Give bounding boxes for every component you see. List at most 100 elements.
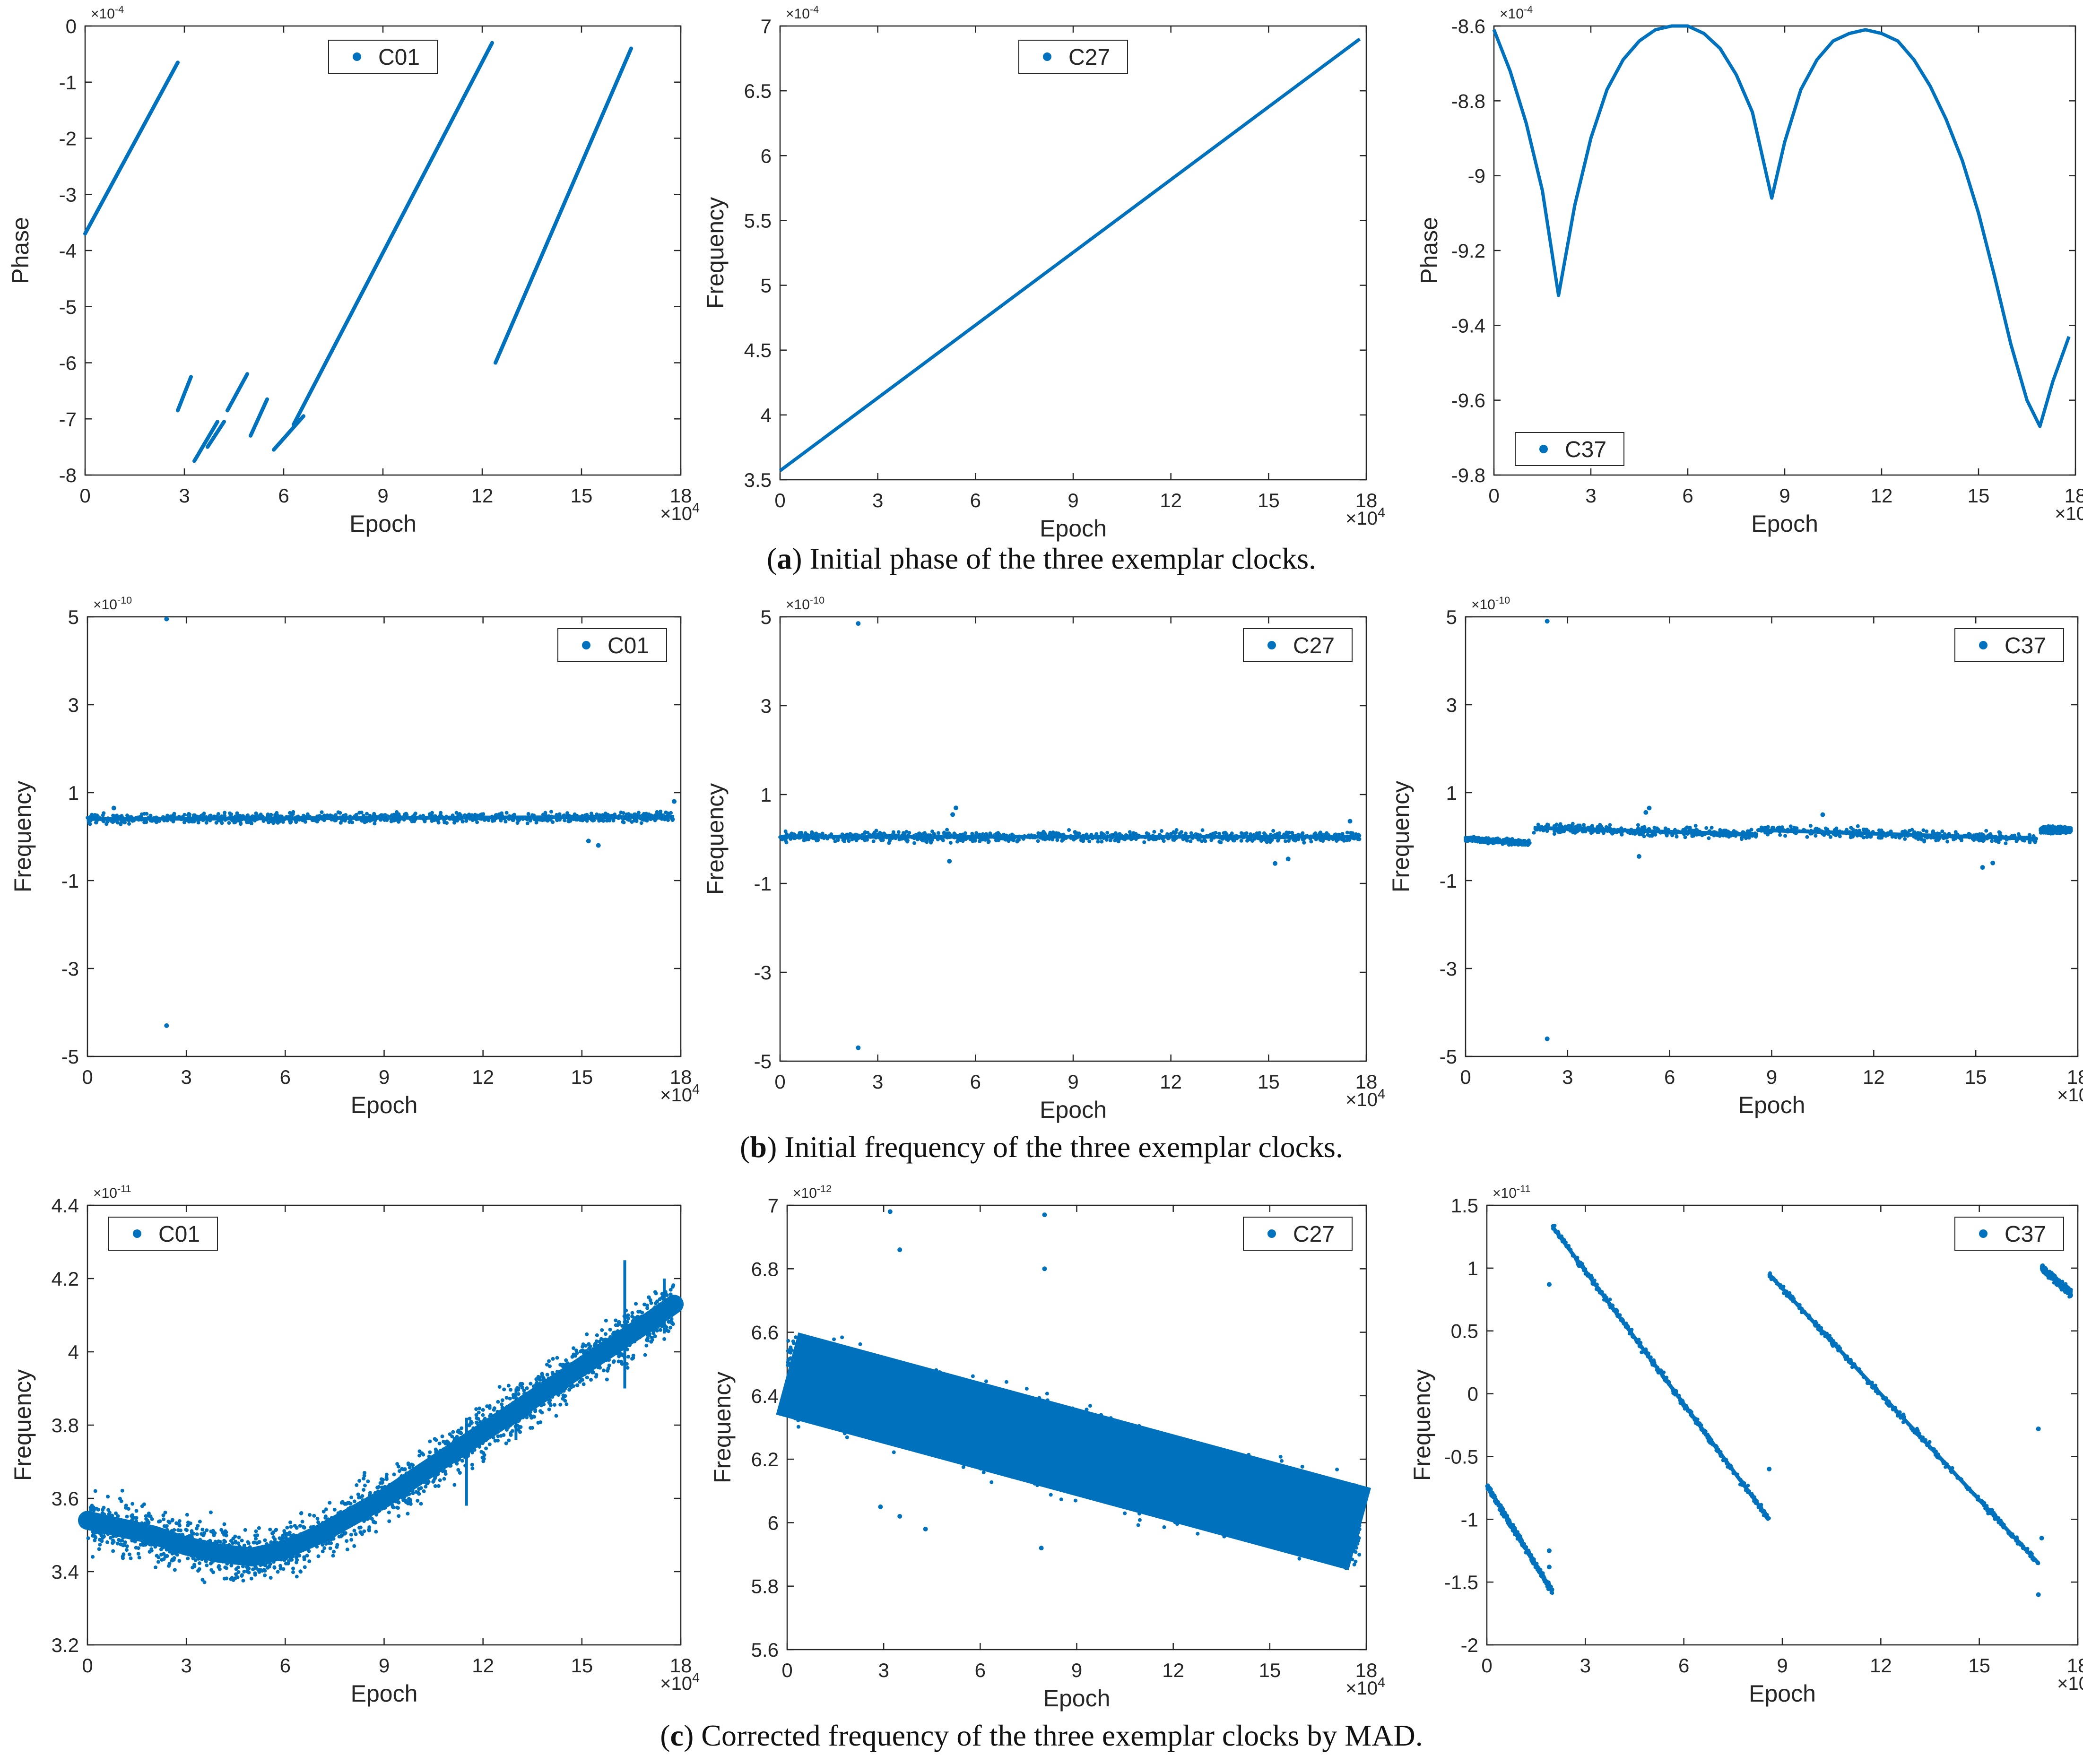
y-tick-label: 0	[66, 15, 77, 37]
data-point	[417, 1453, 422, 1458]
data-point	[97, 1538, 102, 1542]
data-point	[377, 1485, 381, 1489]
data-point	[190, 1531, 194, 1535]
data-point	[205, 1563, 209, 1567]
outlier-point	[1990, 860, 1996, 865]
series-points	[86, 616, 677, 1028]
y-tick-label: 5	[761, 275, 772, 297]
data-point	[1152, 830, 1156, 834]
legend: C27	[1243, 628, 1353, 662]
data-point	[232, 821, 236, 825]
legend-label: C01	[378, 45, 420, 70]
x-tick-label: 3	[181, 1654, 191, 1677]
data-point	[362, 1471, 366, 1475]
data-point	[136, 1546, 140, 1550]
y-tick-label: 5	[68, 606, 79, 628]
data-point	[237, 1535, 241, 1539]
data-point	[437, 1441, 442, 1445]
data-point	[276, 821, 280, 825]
data-point	[92, 1508, 96, 1513]
x-tick-label: 6	[280, 1654, 291, 1677]
data-point	[300, 1520, 304, 1524]
outlier-point	[164, 1023, 169, 1028]
data-point	[460, 820, 465, 824]
data-point	[328, 1501, 332, 1505]
data-point	[373, 1521, 377, 1525]
data-point	[1571, 821, 1575, 826]
data-point	[120, 814, 124, 818]
data-point	[1286, 839, 1291, 843]
data-point	[98, 1542, 102, 1547]
data-point	[1805, 835, 1809, 839]
data-point	[186, 1556, 190, 1561]
y-tick-label: 5	[761, 606, 772, 628]
y-multiplier: ×10-10	[1471, 594, 1510, 613]
y-tick-label: 4.4	[52, 1194, 79, 1217]
data-point	[1284, 839, 1288, 843]
data-point	[443, 1472, 448, 1476]
data-point	[452, 1483, 457, 1487]
phase-segment	[249, 397, 269, 438]
x-axis-label: Epoch	[1040, 1097, 1107, 1123]
data-point	[240, 1539, 244, 1543]
data-point	[167, 1562, 172, 1566]
y-tick-label: -4	[59, 240, 77, 262]
outlier-point	[1285, 856, 1291, 862]
x-multiplier: ×104	[660, 501, 700, 524]
data-point	[185, 1513, 189, 1517]
data-point	[214, 821, 218, 825]
data-point	[320, 810, 324, 814]
chart-b3: 0369121518531-1-3-5EpochFrequency×104×10…	[1388, 594, 2083, 1118]
data-point	[424, 1485, 428, 1489]
data-point	[122, 1552, 126, 1556]
data-point	[254, 1529, 258, 1533]
x-tick-label: 12	[1160, 489, 1182, 511]
legend: C01	[557, 628, 667, 662]
data-point	[1653, 832, 1658, 837]
data-point	[540, 818, 545, 822]
data-point	[211, 1570, 216, 1574]
x-tick-label: 18	[670, 484, 692, 507]
data-point	[355, 1483, 359, 1487]
x-tick-label: 9	[1779, 484, 1790, 507]
x-axis-label: Epoch	[1738, 1092, 1805, 1118]
legend-marker	[1267, 641, 1276, 649]
data-point	[352, 1544, 356, 1548]
data-point	[339, 1501, 344, 1505]
data-point	[223, 811, 227, 815]
data-point	[1536, 822, 1540, 827]
x-tick-label: 9	[1068, 1071, 1078, 1093]
data-point	[526, 812, 530, 816]
data-point	[1665, 833, 1669, 838]
data-point	[195, 1532, 199, 1537]
x-tick-label: 0	[79, 484, 90, 507]
data-point	[986, 840, 990, 844]
y-multiplier: ×10-10	[786, 594, 825, 613]
data-point	[1200, 828, 1205, 832]
legend-label: C27	[1293, 633, 1335, 658]
data-point	[412, 819, 417, 823]
x-tick-label: 15	[571, 1066, 593, 1088]
data-point	[1652, 826, 1657, 830]
data-point	[255, 1533, 260, 1538]
phase-segment	[272, 414, 305, 452]
outlier-point	[111, 805, 116, 811]
data-point	[367, 1528, 371, 1532]
data-point	[416, 1499, 420, 1503]
data-point	[298, 1523, 302, 1528]
data-point	[930, 830, 934, 834]
x-tick-label: 9	[1766, 1066, 1777, 1088]
data-point	[352, 1529, 356, 1533]
data-point	[176, 1528, 181, 1532]
data-point	[357, 1496, 361, 1500]
outlier-point	[1643, 810, 1649, 815]
data-point	[368, 1491, 372, 1495]
y-tick-label: 3.5	[744, 469, 772, 491]
data-point	[136, 1552, 140, 1556]
legend-box	[557, 628, 667, 662]
data-point	[154, 1565, 158, 1569]
data-point	[345, 1539, 349, 1543]
data-point	[111, 820, 115, 824]
data-point	[345, 1548, 349, 1552]
data-point	[1036, 839, 1040, 843]
